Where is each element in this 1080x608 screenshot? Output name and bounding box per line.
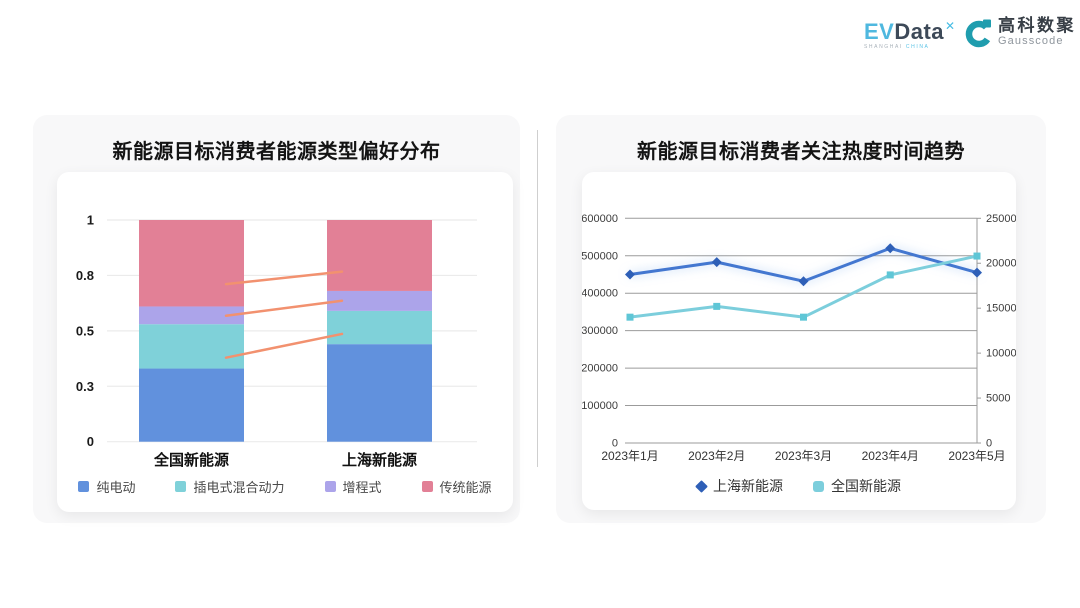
left-axis-tick-label: 600000 (582, 213, 618, 225)
right-axis-tick-label: 25000 (986, 213, 1016, 225)
data-point (625, 269, 635, 280)
trend-chart-card: 新能源目标消费者关注热度时间趋势 600000 500000 400000 30000… (556, 115, 1046, 523)
chart-title: 新能源目标消费者能源类型偏好分布 (112, 141, 441, 163)
legend-swatch (324, 481, 336, 492)
evdata-wordmark: EVData✕ (864, 19, 956, 44)
legend-item[interactable]: 增程式 (324, 477, 382, 496)
x-tick-label: 2023年4月 (862, 449, 919, 463)
bar-segment (327, 220, 432, 291)
evdata-subtext: SHANGHAI CHINA (864, 45, 955, 50)
gausscode-text: 高科数聚 Gausscode (998, 17, 1076, 47)
x-tick-label: 2023年2月 (688, 449, 745, 463)
legend-item[interactable]: 全国新能源 (813, 476, 901, 496)
connector-line (224, 270, 344, 286)
right-axis-tick-label: 10000 (986, 348, 1016, 360)
legend-item[interactable]: 传统能源 (421, 477, 492, 496)
legend-swatch (695, 479, 708, 493)
bar-segment (139, 324, 244, 369)
connector-line (224, 332, 344, 359)
legend-label: 增程式 (342, 480, 382, 495)
legend-swatch (813, 480, 824, 492)
bar-segment (327, 344, 432, 442)
data-point (800, 313, 807, 321)
right-axis-tick-label: 20000 (986, 258, 1016, 270)
bar-chart-canvas: 0 0.3 0.5 0.8 1 全国新能源 上海新能源 (76, 213, 477, 469)
y-tick-label: 0 (87, 434, 94, 449)
left-axis-tick-label: 400000 (582, 288, 618, 300)
legend-label: 全国新能源 (831, 478, 901, 494)
data-point (798, 276, 809, 287)
category-label: 上海新能源 (342, 451, 417, 469)
evdata-china-text: CHINA (905, 44, 930, 50)
card-divider (537, 130, 538, 467)
line-chart-canvas: 6000005000004000003000002000001000000250… (582, 213, 1016, 463)
x-tick-label: 2023年1月 (601, 449, 658, 463)
preference-chart-card: 新能源目标消费者能源类型偏好分布 0 0.3 0.5 0.8 1 全国新能源 上海新能源 纯… (33, 115, 520, 523)
left-axis-tick-label: 500000 (582, 250, 618, 262)
left-axis-tick-label: 300000 (582, 325, 618, 337)
left-axis-tick-label: 100000 (582, 400, 618, 412)
gausscode-logo: 高科数聚 Gausscode (964, 16, 1076, 48)
y-tick-label: 0.5 (76, 323, 94, 338)
bar-segment (139, 220, 244, 307)
y-tick-label: 0.3 (76, 379, 94, 394)
left-axis-tick-label: 200000 (582, 363, 618, 375)
legend-swatch (421, 481, 433, 492)
category-label: 全国新能源 (153, 451, 229, 469)
series-line (628, 254, 979, 319)
data-point (973, 252, 981, 260)
y-tick-label: 0.8 (76, 268, 94, 283)
left-axis-tick-label: 0 (612, 438, 618, 450)
data-point (972, 267, 982, 278)
chart-panel: 0 0.3 0.5 0.8 1 全国新能源 上海新能源 纯电动 插电式混合动力 增程式 传统能源 (57, 172, 513, 512)
evdata-shanghai-text: SHANGHAI (864, 44, 903, 50)
legend-swatch (175, 481, 187, 492)
legend-swatch (78, 481, 90, 492)
bar-segment (139, 306, 244, 325)
x-tick-label: 2023年3月 (775, 449, 832, 463)
evdata-logo: EVData✕ SHANGHAI CHINA (864, 19, 956, 50)
legend-label: 插电式混合动力 (193, 480, 285, 495)
bar-segment (327, 310, 432, 345)
legend-label: 传统能源 (439, 480, 492, 495)
legend-label: 纯电动 (96, 480, 136, 495)
evdata-ev-text: EV (864, 19, 895, 44)
right-axis-tick-label: 0 (986, 438, 992, 450)
data-point (626, 313, 634, 321)
data-point (713, 302, 721, 310)
gausscode-mark-icon (965, 19, 991, 48)
bar-chart-legend: 纯电动 插电式混合动力 增程式 传统能源 (57, 477, 513, 496)
bar-segment (139, 368, 244, 442)
legend-item[interactable]: 纯电动 (78, 477, 135, 496)
line-chart-legend: 上海新能源 全国新能源 (582, 476, 1016, 496)
chart-panel: 600000 500000 400000 300000 200000 100000 0 250… (582, 172, 1016, 510)
y-tick-label: 1 (87, 213, 94, 228)
legend-label: 上海新能源 (713, 478, 783, 494)
x-tick-label: 2023年5月 (948, 449, 1005, 463)
evdata-data-text: Data (894, 19, 945, 44)
data-point (886, 271, 894, 279)
connector-line (224, 299, 344, 318)
evdata-x-icon: ✕ (945, 19, 956, 33)
bar-segment (327, 290, 432, 311)
legend-item[interactable]: 插电式混合动力 (175, 477, 285, 496)
data-point (711, 257, 722, 268)
data-point (885, 243, 896, 254)
chart-title: 新能源目标消费者关注热度时间趋势 (637, 141, 965, 163)
legend-item[interactable]: 上海新能源 (695, 476, 783, 496)
right-axis-tick-label: 15000 (986, 303, 1016, 315)
gausscode-cn-name: 高科数聚 (998, 16, 1076, 35)
right-axis-tick-label: 5000 (986, 393, 1010, 405)
gausscode-en-name: Gausscode (998, 35, 1064, 47)
